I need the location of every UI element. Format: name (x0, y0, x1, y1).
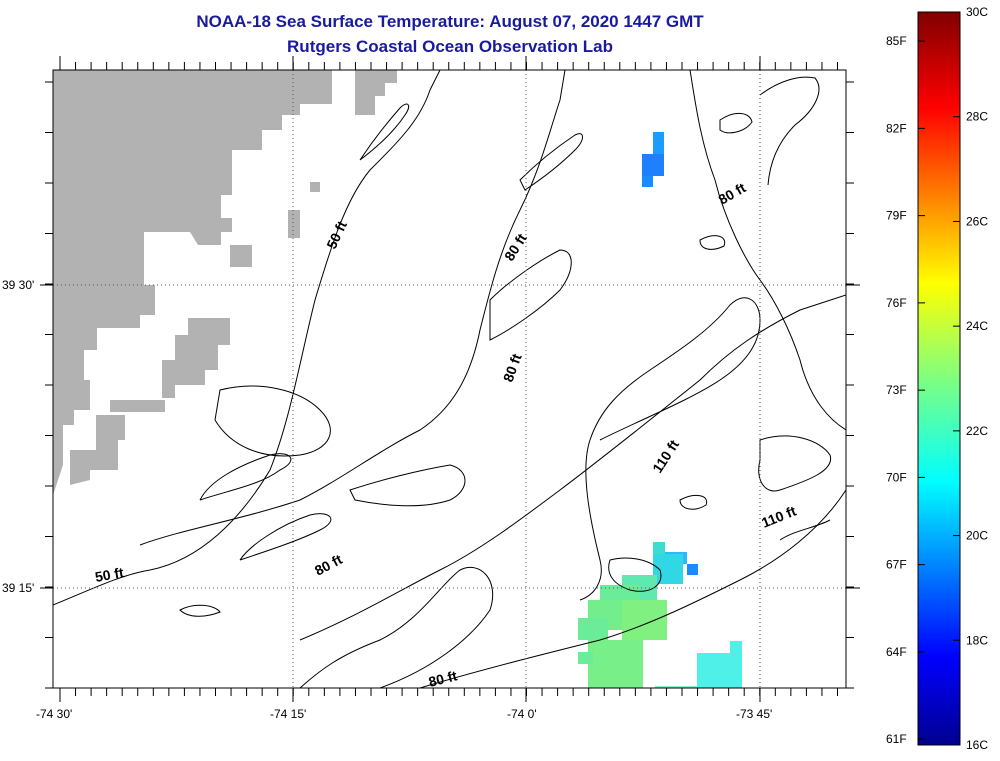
lat-tick-label: 39 15' (2, 581, 34, 595)
land-area (70, 415, 125, 485)
colorbar-label-c: 30C (966, 5, 988, 19)
colorbar-label-c: 18C (966, 633, 988, 647)
land-area (162, 318, 230, 398)
colorbar-label-f: 64F (886, 645, 907, 659)
colorbar-label-f: 76F (886, 296, 907, 310)
map-subtitle: Rutgers Coastal Ocean Observation Lab (287, 37, 613, 56)
map-title: NOAA-18 Sea Surface Temperature: August … (196, 12, 704, 31)
colorbar-labels: 30C 28C 26C 24C 22C 20C 18C 16C 85F 82F 79F 76F 73F 7… (886, 5, 988, 752)
colorbar-label-c: 24C (966, 319, 988, 333)
colorbar-label-c: 20C (966, 529, 988, 543)
lon-tick-label: -73 45' (736, 707, 772, 721)
lon-tick-label: -74 30' (36, 707, 72, 721)
colorbar-label-f: 67F (886, 558, 907, 572)
land-area (53, 70, 332, 495)
colorbar-label-f: 79F (886, 209, 907, 223)
colorbar-label-f: 70F (886, 470, 907, 484)
colorbar-label-c: 16C (966, 738, 988, 752)
colorbar-label-c: 26C (966, 214, 988, 228)
land-cell (288, 210, 300, 238)
colorbar-label-f: 61F (886, 732, 907, 746)
map-frame (52, 69, 847, 689)
colorbar-label-f: 82F (886, 121, 907, 135)
contour-label: 50 ft (94, 564, 125, 585)
colorbar (917, 11, 961, 746)
colorbar-label-c: 22C (966, 424, 988, 438)
land-cell (310, 182, 320, 192)
colorbar-label-f: 85F (886, 34, 907, 48)
lat-tick-label: 39 30' (2, 278, 34, 292)
colorbar-label-f: 73F (886, 383, 907, 397)
land-cell (230, 245, 252, 267)
colorbar-ticks (918, 11, 960, 746)
sst-pixels (578, 132, 742, 688)
lon-tick-label: -74 15' (270, 707, 306, 721)
contour-label: 80 ft (427, 667, 459, 690)
depth-contours (53, 70, 846, 688)
land-area (355, 70, 397, 115)
land-cell (110, 400, 165, 412)
graticule (53, 70, 846, 688)
minor-ticks (45, 62, 854, 696)
colorbar-label-c: 28C (966, 110, 988, 124)
lon-tick-label: -74 0' (507, 707, 537, 721)
